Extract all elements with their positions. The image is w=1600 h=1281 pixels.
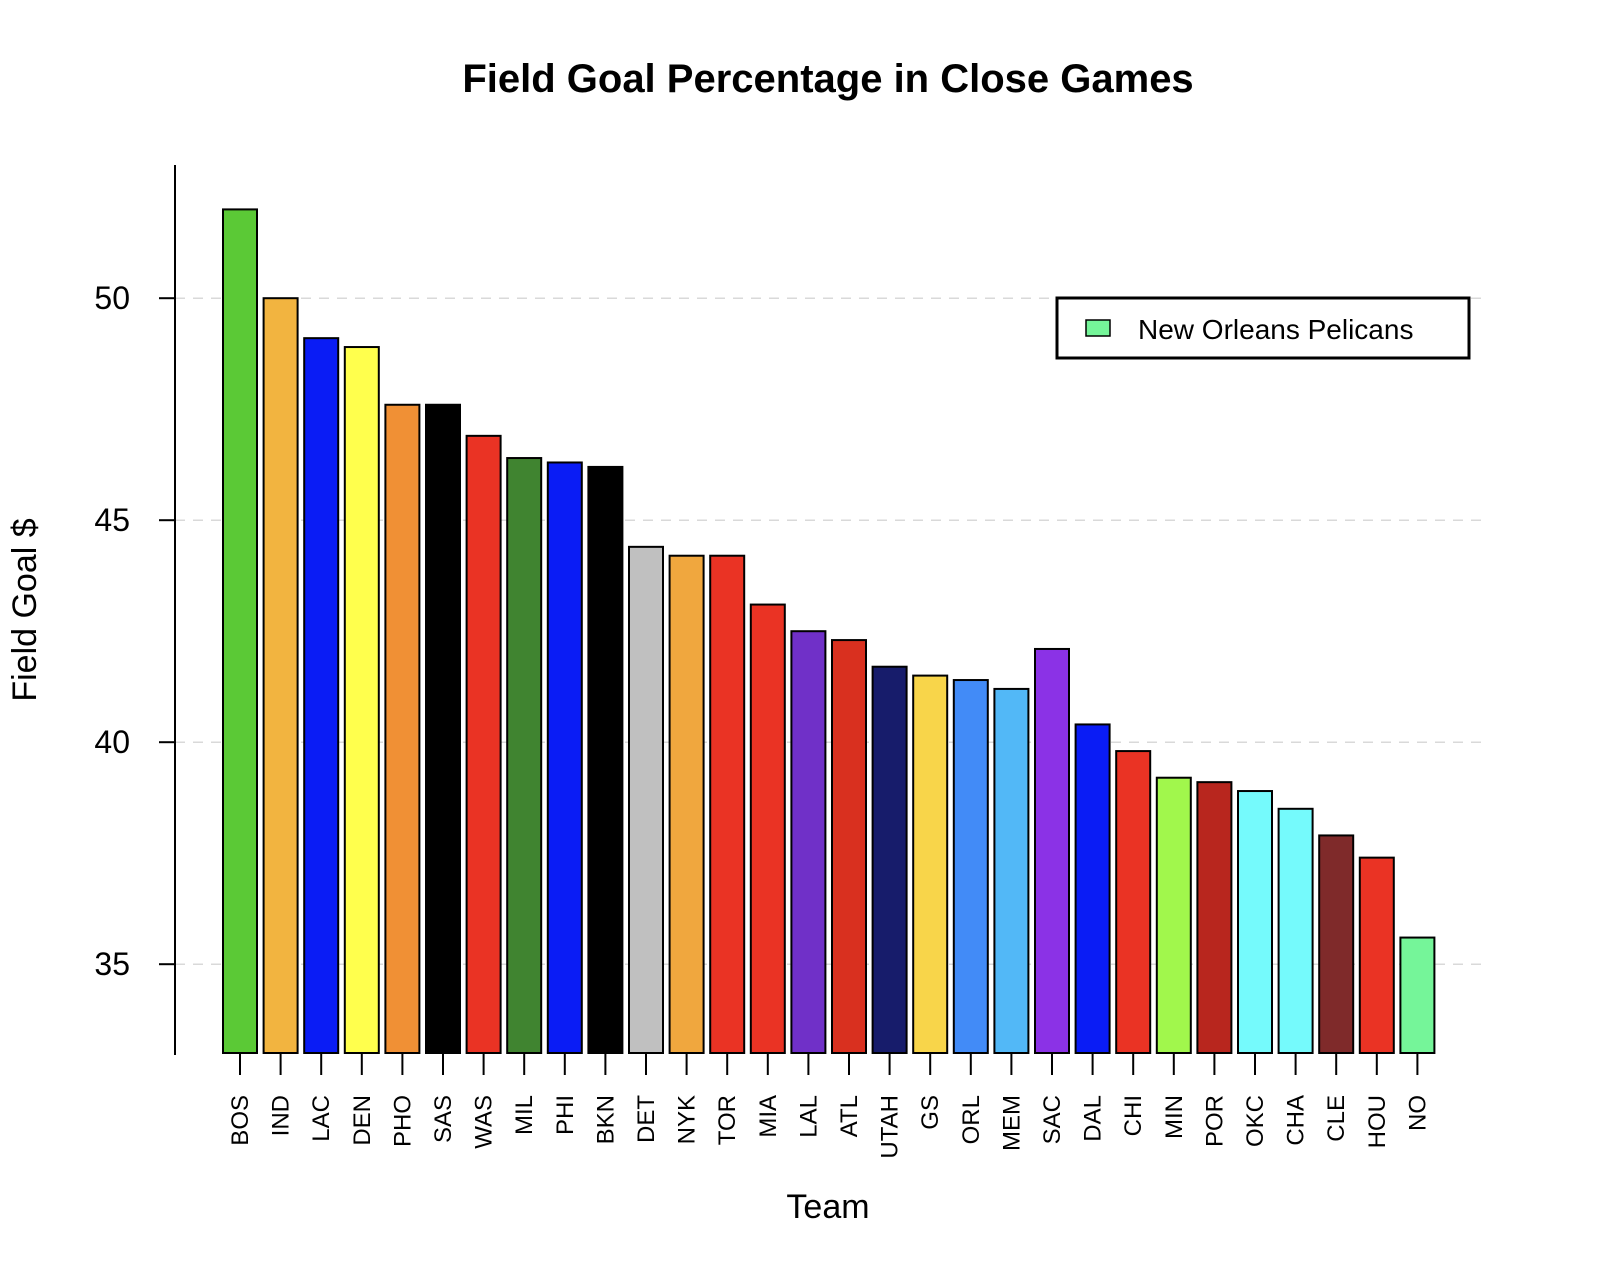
y-tick-label: 40 bbox=[94, 724, 130, 760]
bar-lac bbox=[303, 337, 340, 1055]
bar-den bbox=[343, 346, 380, 1055]
bar-pho bbox=[384, 403, 421, 1054]
x-tick-label: IND bbox=[268, 1095, 295, 1136]
bar-mia bbox=[749, 603, 786, 1054]
bar-por bbox=[1196, 781, 1233, 1054]
x-tick-label: MIL bbox=[511, 1095, 538, 1135]
y-tick-label: 45 bbox=[94, 502, 130, 538]
legend-box bbox=[1055, 296, 1471, 360]
bar-chi bbox=[1115, 750, 1152, 1055]
bar-was bbox=[465, 434, 502, 1054]
legend-swatch bbox=[1085, 319, 1111, 337]
x-tick-label: UTAH bbox=[877, 1095, 904, 1159]
x-tick-label: ORL bbox=[958, 1095, 985, 1144]
x-tick-label: DET bbox=[633, 1095, 660, 1143]
legend: New Orleans Pelicans bbox=[1055, 296, 1471, 360]
x-ticks: BOS IND LAC DEN PHO SAS WAS MIL PHI BKN DET NYK TOR M… bbox=[227, 1053, 1431, 1159]
bar-cle bbox=[1318, 834, 1355, 1054]
bar-cha bbox=[1277, 807, 1314, 1054]
bar-mil bbox=[506, 457, 543, 1055]
bar-utah bbox=[871, 665, 908, 1054]
bar-bos bbox=[222, 208, 258, 1054]
x-tick-label: MEM bbox=[998, 1095, 1025, 1151]
x-tick-label: PHI bbox=[552, 1095, 579, 1135]
chart-title: Field Goal Percentage in Close Games bbox=[462, 57, 1193, 101]
y-ticks: 35 40 45 50 bbox=[94, 280, 175, 982]
x-tick-label: GS bbox=[917, 1095, 944, 1130]
x-tick-label: MIA bbox=[755, 1095, 782, 1138]
x-tick-label: BKN bbox=[592, 1095, 619, 1144]
x-tick-label: ATL bbox=[836, 1095, 863, 1137]
x-tick-label: MIN bbox=[1161, 1095, 1188, 1139]
bar-bkn bbox=[587, 465, 624, 1055]
bar-no bbox=[1399, 936, 1436, 1054]
bar-ind bbox=[262, 297, 299, 1054]
x-tick-label: HOU bbox=[1364, 1095, 1391, 1148]
bar-phi bbox=[546, 461, 583, 1055]
legend-label: New Orleans Pelicans bbox=[1138, 314, 1413, 345]
bar-nyk bbox=[668, 554, 705, 1054]
x-tick-label: NO bbox=[1404, 1095, 1431, 1131]
bar-sas bbox=[425, 403, 461, 1054]
bar-det bbox=[628, 545, 664, 1055]
x-tick-label: SAC bbox=[1039, 1095, 1066, 1144]
x-tick-label: CLE bbox=[1323, 1095, 1350, 1142]
bar-mem bbox=[993, 687, 1030, 1054]
y-tick-label: 35 bbox=[94, 946, 130, 982]
bar-orl bbox=[952, 679, 989, 1054]
bar-hou bbox=[1358, 856, 1395, 1055]
x-tick-label: TOR bbox=[714, 1095, 741, 1145]
x-tick-label: PHO bbox=[389, 1095, 416, 1147]
x-tick-label: DAL bbox=[1080, 1095, 1107, 1142]
bar-min bbox=[1155, 776, 1192, 1054]
bar-sac bbox=[1034, 647, 1070, 1055]
bar-gs bbox=[912, 674, 949, 1054]
bar-okc bbox=[1237, 790, 1273, 1054]
x-tick-label: POR bbox=[1201, 1095, 1228, 1147]
x-tick-label: SAS bbox=[430, 1095, 457, 1143]
x-tick-label: NYK bbox=[674, 1095, 701, 1144]
bar-atl bbox=[831, 639, 867, 1055]
x-axis-title: Team bbox=[786, 1188, 869, 1226]
x-tick-label: CHA bbox=[1283, 1095, 1310, 1146]
bar-lal bbox=[790, 630, 827, 1054]
x-tick-label: LAL bbox=[795, 1095, 822, 1138]
x-tick-label: DEN bbox=[349, 1095, 376, 1146]
x-tick-label: WAS bbox=[471, 1095, 498, 1149]
bars-group bbox=[222, 208, 1436, 1055]
y-axis-title: Field Goal $ bbox=[6, 518, 44, 701]
x-tick-label: BOS bbox=[227, 1095, 254, 1146]
x-tick-label: OKC bbox=[1242, 1095, 1269, 1147]
bar-tor bbox=[709, 554, 746, 1054]
y-tick-label: 50 bbox=[94, 280, 130, 316]
x-tick-label: LAC bbox=[308, 1095, 335, 1142]
bar-dal bbox=[1074, 723, 1111, 1054]
y-axis: 35 40 45 50 bbox=[94, 165, 176, 1055]
x-tick-label: CHI bbox=[1120, 1095, 1147, 1136]
